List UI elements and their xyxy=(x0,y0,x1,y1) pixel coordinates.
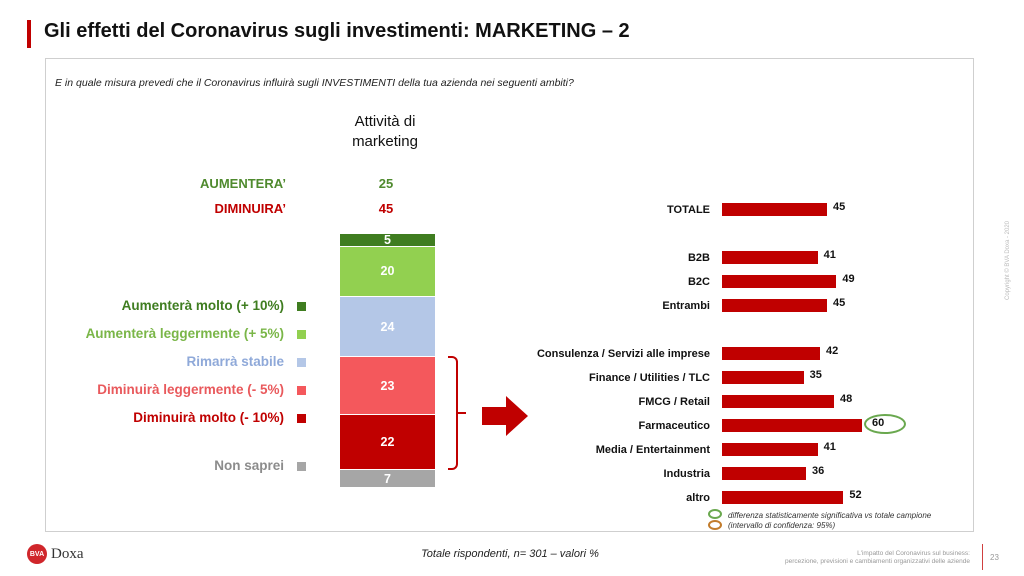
significance-marker xyxy=(864,414,906,434)
confidence-legend-icon xyxy=(708,520,722,530)
stack-segment: 23 xyxy=(340,357,435,415)
significance-legend-line-2: (intervallo di confidenza: 95%) xyxy=(728,521,836,530)
stack-segment-value: 5 xyxy=(384,232,391,247)
legend-label: Non saprei xyxy=(214,458,284,473)
bar xyxy=(722,443,818,456)
bar xyxy=(722,275,837,288)
stack-segment-value: 23 xyxy=(380,378,395,393)
summary-label-increase: AUMENTERA’ xyxy=(200,176,286,191)
bar-category-label: Farmaceutico xyxy=(638,420,710,432)
significance-legend: differenza statisticamente significativa… xyxy=(728,511,931,531)
footer-note: Totale rispondenti, n= 301 – valori % xyxy=(421,548,599,560)
content-panel xyxy=(45,58,974,532)
legend-swatch xyxy=(297,330,306,339)
bar-category-label: altro xyxy=(686,492,710,504)
footer-divider xyxy=(982,544,983,570)
decrease-bracket xyxy=(448,356,458,470)
summary-label-decrease: DIMINUIRA’ xyxy=(214,201,287,216)
survey-question: E in quale misura prevedi che il Coronav… xyxy=(55,77,574,89)
summary-value-increase: 25 xyxy=(378,176,394,191)
bar-category-label: Entrambi xyxy=(662,300,710,312)
bar-category-label: TOTALE xyxy=(667,204,710,216)
bar-value-label: 41 xyxy=(823,249,836,261)
bar-value-label: 42 xyxy=(826,345,839,357)
bar-category-label: FMCG / Retail xyxy=(638,396,710,408)
footer-report-title: L'impatto del Coronavirus sul business: … xyxy=(740,550,970,566)
copyright-text: Copyright © BVA Doxa - 2020 xyxy=(1005,220,1011,300)
bar-category-label: B2C xyxy=(687,276,710,288)
bar xyxy=(722,419,862,432)
page-number: 23 xyxy=(990,553,999,562)
legend-swatch xyxy=(297,414,306,423)
bar-value-label: 45 xyxy=(833,297,846,309)
bar-value-label: 45 xyxy=(833,201,846,213)
logo-text: Doxa xyxy=(51,545,84,562)
significance-legend-line-1: differenza statisticamente significativa… xyxy=(728,511,932,520)
right-arrow-icon xyxy=(482,396,528,436)
stack-segment: 22 xyxy=(340,415,435,470)
legend-label: Aumenterà molto (+ 10%) xyxy=(121,298,284,313)
legend-swatch xyxy=(297,386,306,395)
bar xyxy=(722,203,827,216)
legend-label: Aumenterà leggermente (+ 5%) xyxy=(85,326,284,341)
legend-label: Diminuirà leggermente (- 5%) xyxy=(97,382,284,397)
bar-value-label: 36 xyxy=(812,465,825,477)
legend-swatch xyxy=(297,302,306,311)
stack-segment: 5 xyxy=(340,232,435,247)
significance-legend-icon xyxy=(708,509,722,519)
company-logo: BVA Doxa xyxy=(27,544,84,564)
stack-segment-value: 20 xyxy=(380,264,395,279)
bar xyxy=(722,299,827,312)
title-accent-bar xyxy=(27,20,31,48)
bar-category-label: Industria xyxy=(663,468,710,480)
legend-label: Diminuirà molto (- 10%) xyxy=(133,410,284,425)
stack-segment-value: 7 xyxy=(384,471,391,486)
bar xyxy=(722,467,806,480)
stack-segment: 7 xyxy=(340,470,435,487)
legend-label: Rimarrà stabile xyxy=(186,354,284,369)
bar xyxy=(722,371,804,384)
bar xyxy=(722,491,844,504)
page-title: Gli effetti del Coronavirus sugli invest… xyxy=(44,20,630,42)
bar-category-label: Finance / Utilities / TLC xyxy=(588,372,710,384)
column-header: Attività di marketing xyxy=(320,112,450,152)
bar-category-label: B2B xyxy=(687,252,710,264)
legend-swatch xyxy=(297,358,306,367)
footer-report-title-line-2: percezione, previsioni e cambiamenti org… xyxy=(785,558,970,565)
bracket-tick xyxy=(458,412,466,414)
stack-segment-value: 22 xyxy=(380,435,395,450)
footer-report-title-line-1: L'impatto del Coronavirus sul business: xyxy=(857,550,970,557)
stack-segment: 24 xyxy=(340,296,435,357)
column-header-line-2: marketing xyxy=(352,133,418,150)
stack-segment-value: 24 xyxy=(380,319,395,334)
bar-category-label: Consulenza / Servizi alle imprese xyxy=(536,348,710,360)
legend-swatch xyxy=(297,462,306,471)
bar xyxy=(722,395,834,408)
bar-value-label: 52 xyxy=(849,489,862,501)
logo-badge: BVA xyxy=(27,544,47,564)
bar-category-label: Media / Entertainment xyxy=(595,444,710,456)
stacked-bar: 5 20 24 23 22 7 xyxy=(340,232,435,488)
bar-value-label: 41 xyxy=(823,441,836,453)
stack-segment: 20 xyxy=(340,246,435,296)
bar-value-label: 49 xyxy=(842,273,855,285)
bar xyxy=(722,251,818,264)
bar-value-label: 35 xyxy=(809,369,822,381)
summary-value-decrease: 45 xyxy=(378,201,394,216)
bar xyxy=(722,347,820,360)
bar-value-label: 48 xyxy=(840,393,853,405)
column-header-line-1: Attività di xyxy=(354,113,416,130)
